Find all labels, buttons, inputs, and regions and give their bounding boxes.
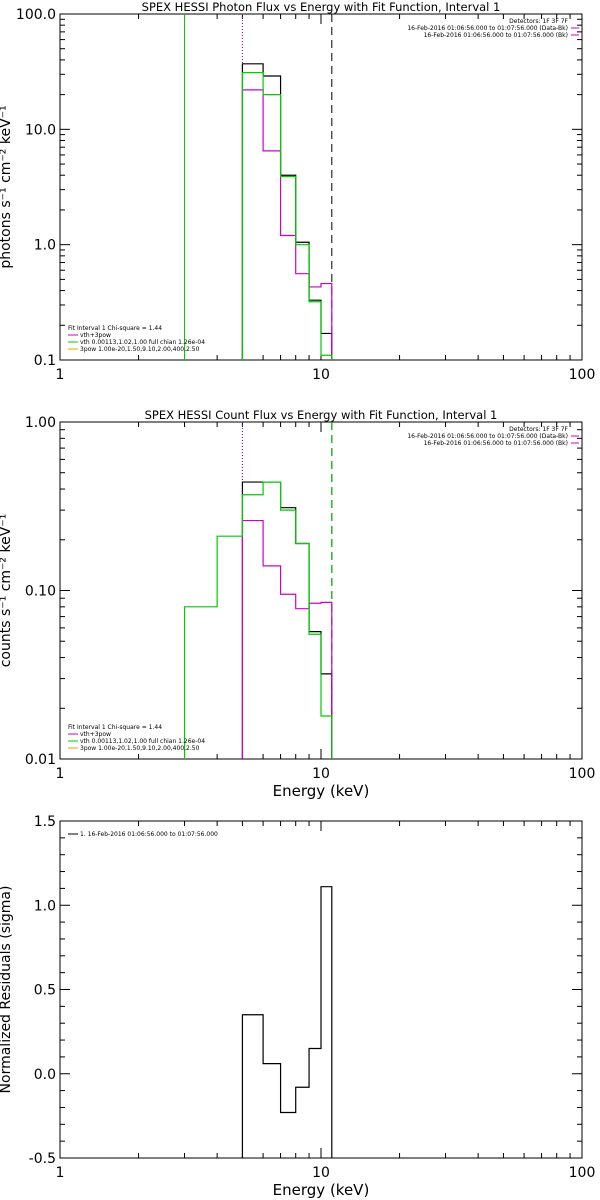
- series-line-2: [241, 519, 333, 759]
- header-line: 16-Feb-2016 01:06:56.000 to 01:07:56.000…: [424, 32, 568, 39]
- y-tick-label: 0.10: [25, 584, 56, 600]
- legend-entry: vth+3pow: [80, 731, 111, 738]
- x-tick-label: 1: [56, 1165, 65, 1181]
- y-tick-label: 0.01: [25, 752, 56, 768]
- chart-title: SPEX HESSI Count Flux vs Energy with Fit…: [145, 408, 498, 422]
- y-tick-label: -0.5: [29, 1151, 56, 1167]
- y-tick-label: 0.5: [34, 983, 56, 999]
- y-axis-label: photons s⁻¹ cm⁻² keV⁻¹: [0, 105, 14, 268]
- header-line: Detectors: 1F 3F 7F: [509, 426, 568, 433]
- legend-entry: 3pow 1.00e-20,1.50,9.10,2.00,400,2.50: [80, 745, 200, 752]
- y-axis-label: Normalized Residuals (sigma): [0, 886, 14, 1094]
- y-axis-label: counts s⁻¹ cm⁻² keV⁻¹: [0, 514, 14, 668]
- series-line-2: [241, 89, 333, 360]
- x-axis-label: Energy (keV): [273, 782, 370, 800]
- y-tick-label: 1.0: [34, 898, 56, 914]
- header-line: Detectors: 1F 3F 7F: [509, 18, 568, 25]
- y-tick-label: 100.0: [16, 7, 56, 23]
- series-line-1: [241, 886, 333, 1158]
- x-tick-label: 10: [312, 1165, 330, 1181]
- header-line: 16-Feb-2016 01:06:56.000 to 01:07:56.000…: [407, 25, 568, 32]
- series-line-1: [241, 63, 333, 360]
- x-tick-label: 1: [56, 367, 65, 383]
- legend-entry: 3pow 1.00e-20,1.50,9.10,2.00,400,2.50: [80, 346, 200, 353]
- x-tick-label: 10: [312, 766, 330, 782]
- legend-entry: vth 0.00113,1.02,1.00 full chian 1.26e-0…: [80, 738, 205, 745]
- x-axis-label: Energy (keV): [273, 1181, 370, 1199]
- series-line-3: [241, 72, 333, 360]
- x-tick-label: 100: [569, 766, 596, 782]
- x-tick-label: 10: [312, 367, 330, 383]
- y-tick-label: 10.0: [25, 122, 56, 138]
- chart-title: SPEX HESSI Photon Flux vs Energy with Fi…: [142, 0, 501, 14]
- y-tick-label: 0.0: [34, 1067, 56, 1083]
- legend-entry: 1. 16-Feb-2016 01:06:56.000 to 01:07:56.…: [80, 831, 218, 838]
- y-tick-label: 1.5: [34, 814, 56, 830]
- x-tick-label: 100: [569, 1165, 596, 1181]
- panel-3: 1 10 100 Energy (keV) -0.5 0.0 0.5 1.0 1.5 Normal…: [0, 814, 595, 1199]
- header-line: 16-Feb-2016 01:06:56.000 to 01:07:56.000…: [424, 440, 568, 447]
- y-tick-label: 1.0: [34, 238, 56, 254]
- x-tick-label: 100: [569, 367, 596, 383]
- series-line-3: [183, 481, 333, 759]
- legend-entry: Fit Interval 1 Chi-square = 1.44: [68, 325, 162, 332]
- panel-1: SPEX HESSI Photon Flux vs Energy with Fi…: [0, 0, 595, 383]
- legend-entry: vth 0.00113,1.02,1.00 full chian 1.26e-0…: [80, 339, 205, 346]
- header-line: 16-Feb-2016 01:06:56.000 to 01:07:56.000…: [407, 433, 568, 440]
- series-line-1: [241, 481, 333, 759]
- legend-entry: vth+3pow: [80, 332, 111, 339]
- panel-2: SPEX HESSI Count Flux vs Energy with Fit…: [0, 408, 595, 800]
- y-tick-label: 0.1: [34, 353, 56, 369]
- x-tick-label: 1: [56, 766, 65, 782]
- y-tick-label: 1.00: [25, 415, 56, 431]
- legend-entry: Fit Interval 1 Chi-square = 1.44: [68, 724, 162, 731]
